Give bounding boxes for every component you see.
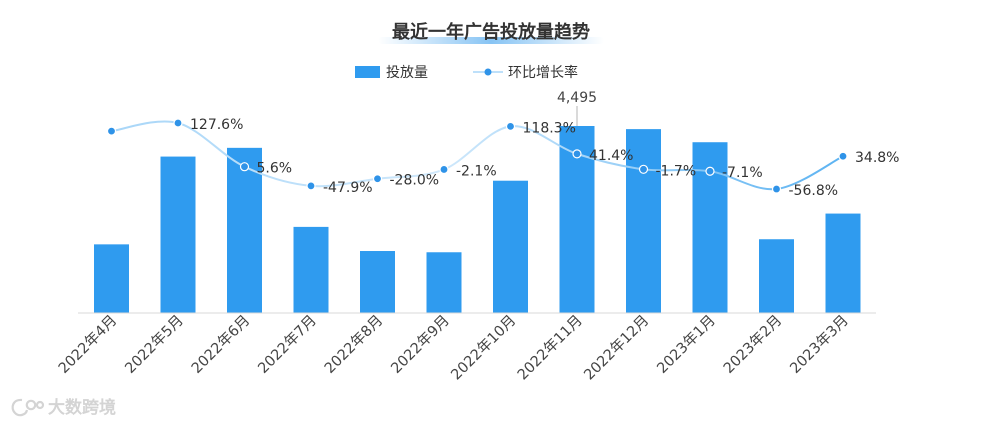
rate-marker-10: [705, 166, 715, 176]
x-tick-label-11: 2023年2月: [720, 312, 785, 377]
logo-icon: [11, 398, 45, 417]
chart-title: 最近一年广告投放量趋势: [392, 21, 590, 43]
x-tick-label-4: 2022年7月: [255, 312, 320, 377]
watermark-text: 大数跨境: [48, 397, 116, 418]
bar-6: [426, 252, 462, 313]
legend: 投放量 环比增长率: [355, 64, 578, 81]
rate-marker-1: [106, 126, 117, 136]
x-tick-label-12: 2023年3月: [787, 312, 852, 377]
bar-9: [626, 129, 661, 313]
rate-data-label-2: 127.6%: [190, 117, 243, 133]
rate-marker-2: [173, 118, 183, 128]
rate-data-label-8: 41.4%: [589, 148, 633, 164]
rate-data-label-12: 34.8%: [855, 150, 899, 166]
rate-data-label-3: 5.6%: [257, 161, 293, 177]
bar-3: [227, 147, 262, 313]
rate-marker-9: [638, 164, 649, 174]
bar-11: [759, 239, 794, 313]
bar-1: [94, 244, 129, 313]
x-tick-label-7: 2022年10月: [448, 312, 520, 384]
rate-data-label-5: -28.0%: [390, 173, 440, 189]
bar-4: [293, 226, 329, 313]
bar-series: [94, 126, 861, 313]
bar-data-labels: 4,495: [557, 90, 597, 126]
rate-data-label-11: -56.8%: [789, 183, 839, 199]
x-axis-tick-labels: 2022年4月 2022年5月 2022年6月 2022年7月 2022年8月 2022年…: [55, 312, 852, 384]
bar-5: [360, 251, 395, 313]
rate-data-label-6: -2.1%: [456, 163, 497, 179]
rate-data-labels: 127.6% 5.6% -47.9% -28.0% -2.1% 118.3% 41.4% -1…: [190, 117, 899, 199]
legend-line-marker: [484, 68, 492, 76]
rate-marker-5: [372, 174, 383, 184]
rate-marker-11: [771, 184, 782, 194]
legend-bar-swatch: [355, 66, 380, 78]
rate-marker-3: [239, 162, 250, 172]
rate-marker-6: [439, 164, 449, 175]
x-tick-label-8: 2022年11月: [514, 312, 586, 384]
rate-markers: [106, 118, 848, 194]
bar-7: [493, 180, 528, 313]
rate-data-label-9: -1.7%: [656, 163, 697, 179]
x-tick-label-1: 2022年4月: [55, 312, 120, 377]
x-tick-label-3: 2022年6月: [188, 312, 253, 377]
bar-data-label-8: 4,495: [557, 90, 597, 106]
x-tick-label-5: 2022年8月: [321, 312, 386, 377]
legend-bar-label: 投放量: [386, 65, 428, 81]
x-tick-label-9: 2022年12月: [581, 312, 653, 384]
bar-12: [825, 213, 861, 313]
rate-marker-12: [838, 151, 848, 161]
x-tick-label-6: 2022年9月: [388, 312, 453, 377]
rate-data-label-4: -47.9%: [323, 180, 373, 196]
rate-marker-8: [572, 149, 582, 159]
legend-line-label: 环比增长率: [508, 64, 578, 81]
x-tick-label-2: 2022年5月: [122, 312, 187, 377]
rate-marker-4: [306, 181, 316, 191]
x-tick-label-10: 2023年1月: [654, 312, 719, 377]
rate-data-label-7: 118.3%: [523, 120, 576, 136]
title-underline: [378, 37, 604, 44]
bar-2: [160, 156, 196, 313]
rate-marker-7: [505, 121, 516, 131]
watermark: 大数跨境: [11, 397, 116, 418]
rate-data-label-10: -7.1%: [722, 165, 763, 181]
